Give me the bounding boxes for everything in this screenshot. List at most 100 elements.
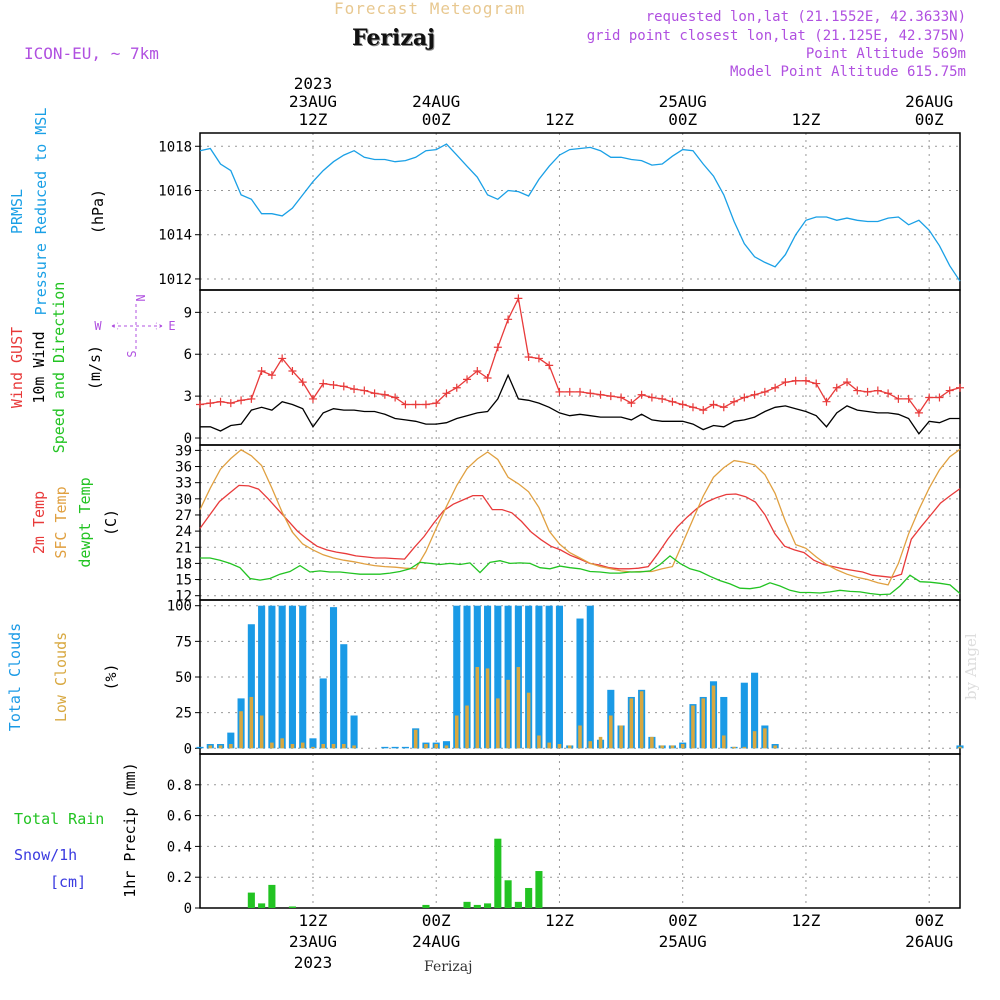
gust-marker <box>257 366 266 375</box>
panel-precip: 0 0.2 0.4 0.6 0.8 <box>167 753 961 917</box>
total-bar <box>720 696 728 749</box>
low-bar <box>465 705 469 749</box>
y-tick-label: 33 <box>175 476 192 492</box>
gust-marker <box>945 386 954 395</box>
gust-marker <box>935 393 944 402</box>
y-tick-label: 100 <box>167 599 192 615</box>
info-model-altitude: Model Point Altitude 615.75m <box>729 64 966 80</box>
low-bar <box>342 744 346 749</box>
low-bar <box>321 744 326 749</box>
gust-marker <box>709 400 718 409</box>
gust-marker <box>637 390 646 399</box>
low-bar <box>259 715 264 749</box>
axis-label: Speed and Direction <box>50 282 68 454</box>
gust-marker <box>843 378 852 387</box>
total-bar <box>196 746 204 749</box>
axis-label: (hPa) <box>89 189 107 234</box>
bottom-time-label: 2023 <box>294 953 333 972</box>
gust-marker <box>308 394 317 403</box>
gust-marker <box>329 380 338 389</box>
gust-marker <box>791 376 800 385</box>
y-tick-label: 36 <box>175 460 192 476</box>
gust-marker <box>278 354 287 363</box>
top-time-label: 23AUG <box>289 92 337 111</box>
low-bar <box>752 731 757 749</box>
gust-marker <box>925 393 934 402</box>
low-bar <box>218 745 223 749</box>
gust-marker <box>319 379 328 388</box>
total-bar <box>751 672 759 749</box>
compass-letter: E <box>168 319 175 333</box>
y-tick-label: 1018 <box>158 139 192 155</box>
low-bar <box>444 745 449 749</box>
y-tick-label: 15 <box>175 573 192 589</box>
gust-marker <box>493 343 502 352</box>
total-rain-label: Total Rain <box>14 810 104 828</box>
y-tick-label: 9 <box>184 305 192 321</box>
gust-marker <box>853 386 862 395</box>
gust-marker <box>884 389 893 398</box>
bottom-time-label: 00Z <box>668 911 697 930</box>
top-time-label: 12Z <box>791 110 820 129</box>
axis-label: (%) <box>102 663 120 690</box>
rain-bar <box>514 901 522 908</box>
low-bar <box>773 745 777 749</box>
gust-marker <box>832 383 841 392</box>
panel-frame <box>199 132 961 291</box>
gust-marker <box>196 400 204 409</box>
axis-label: (C) <box>102 509 120 536</box>
gust-marker <box>421 400 430 409</box>
low-bar <box>701 698 706 749</box>
total-bar <box>319 678 327 749</box>
total-bar <box>299 605 307 749</box>
gust-marker <box>226 399 235 408</box>
gust-marker <box>873 386 882 395</box>
y-tick-label: 0.6 <box>167 809 192 825</box>
total-bar <box>401 746 409 749</box>
total-bar <box>278 605 286 749</box>
gust-marker <box>771 383 780 392</box>
gust-marker <box>473 366 482 375</box>
total-bar <box>258 605 266 749</box>
low-bar <box>567 745 572 749</box>
gust-marker <box>586 389 595 398</box>
bottom-time-label: 00Z <box>422 911 451 930</box>
total-bar <box>247 624 255 749</box>
compass-letter: S <box>125 350 139 357</box>
rain-bar <box>422 904 430 908</box>
snow-unit-label: [cm] <box>50 873 86 891</box>
footer-location: Ferizaj <box>424 959 473 975</box>
low-bar <box>352 745 356 749</box>
total-bar <box>329 607 338 749</box>
low-bar <box>763 728 767 749</box>
low-bar <box>670 745 675 749</box>
low-bar <box>958 746 962 749</box>
low-bar <box>526 692 531 749</box>
y-tick-label: 24 <box>175 524 192 540</box>
y-tick-label: 21 <box>175 540 192 556</box>
gust-marker <box>596 390 605 399</box>
panel-wind: 0 3 6 9 Wind GUST 10m Wind Speed and Direction… <box>8 282 964 454</box>
prmsl-line <box>199 143 961 282</box>
total-bar <box>576 618 584 749</box>
low-bar <box>732 746 736 749</box>
gust-marker <box>760 387 769 396</box>
gust-marker <box>658 394 667 403</box>
y-tick-label: 0 <box>184 741 192 757</box>
gust-marker <box>534 354 543 363</box>
panel-pressure: 1012 1014 1016 1018 PRMSL Pressure Reduced to… <box>8 108 961 315</box>
gust-marker <box>483 373 492 382</box>
gust-marker <box>504 315 513 324</box>
low-bar <box>609 715 613 749</box>
total-bar <box>442 741 451 749</box>
y-tick-label: 27 <box>175 508 192 524</box>
gust-marker <box>822 397 831 406</box>
low-bar <box>506 679 510 749</box>
low-bar <box>249 696 254 749</box>
low-bar <box>280 738 284 749</box>
top-time-label: 2023 <box>294 74 333 93</box>
total-bar <box>340 644 348 749</box>
gust-marker <box>350 385 359 394</box>
top-time-label: 12Z <box>545 110 574 129</box>
